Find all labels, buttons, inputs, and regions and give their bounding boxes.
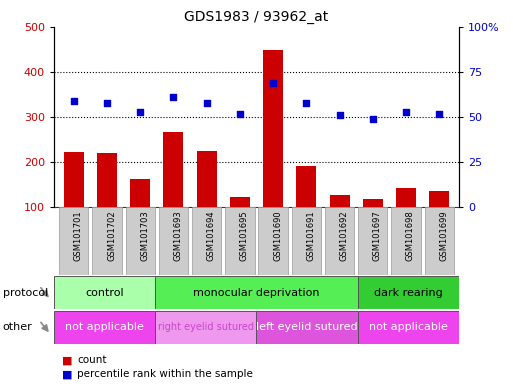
Text: monocular deprivation: monocular deprivation	[193, 288, 320, 298]
Text: ■: ■	[62, 355, 72, 365]
Bar	[358, 276, 459, 309]
Point	[236, 111, 244, 117]
Text: GSM101699: GSM101699	[439, 210, 448, 261]
Text: GSM101703: GSM101703	[140, 210, 149, 261]
Bar	[329, 195, 349, 253]
Text: dark rearing: dark rearing	[374, 288, 443, 298]
Point	[435, 111, 443, 117]
Bar	[358, 311, 459, 344]
Text: other: other	[3, 322, 32, 333]
Point	[136, 109, 144, 115]
Text: right eyelid sutured: right eyelid sutured	[158, 322, 254, 333]
Bar	[155, 311, 256, 344]
Text: GSM101695: GSM101695	[240, 210, 249, 261]
Text: GSM101690: GSM101690	[273, 210, 282, 261]
Point	[203, 99, 211, 106]
Bar	[425, 207, 454, 275]
Bar	[159, 207, 188, 275]
Bar	[225, 207, 254, 275]
Bar	[391, 207, 421, 275]
Bar	[155, 276, 358, 309]
Text: percentile rank within the sample: percentile rank within the sample	[77, 369, 253, 379]
Bar	[256, 311, 358, 344]
Bar	[363, 199, 383, 253]
Bar	[64, 152, 84, 253]
Bar	[54, 276, 155, 309]
Bar	[97, 153, 117, 253]
Bar	[164, 132, 184, 253]
Text: GSM101692: GSM101692	[340, 210, 348, 261]
Text: not applicable: not applicable	[369, 322, 448, 333]
Bar	[429, 191, 449, 253]
Bar	[396, 189, 416, 253]
Bar	[54, 311, 155, 344]
Point	[169, 94, 177, 100]
Text: GDS1983 / 93962_at: GDS1983 / 93962_at	[184, 10, 329, 24]
Bar	[292, 207, 321, 275]
Text: protocol: protocol	[3, 288, 48, 298]
Bar	[92, 207, 122, 275]
Bar	[297, 166, 317, 253]
Point	[302, 99, 310, 106]
Bar	[59, 207, 88, 275]
Text: GSM101697: GSM101697	[373, 210, 382, 261]
Point	[369, 116, 377, 122]
Text: left eyelid sutured: left eyelid sutured	[256, 322, 358, 333]
Point	[269, 80, 277, 86]
Bar	[196, 151, 216, 253]
Bar	[192, 207, 221, 275]
Bar	[259, 207, 288, 275]
Bar	[126, 207, 155, 275]
Text: count: count	[77, 355, 107, 365]
Text: control: control	[85, 288, 124, 298]
Text: GSM101702: GSM101702	[107, 210, 116, 261]
Text: GSM101693: GSM101693	[173, 210, 183, 261]
Bar	[263, 50, 283, 253]
Point	[336, 112, 344, 118]
Text: GSM101698: GSM101698	[406, 210, 415, 261]
Point	[70, 98, 78, 104]
Bar	[358, 207, 387, 275]
Text: ■: ■	[62, 369, 72, 379]
Text: not applicable: not applicable	[65, 322, 144, 333]
Text: GSM101701: GSM101701	[74, 210, 83, 261]
Bar	[130, 179, 150, 253]
Text: GSM101691: GSM101691	[306, 210, 315, 261]
Bar	[325, 207, 354, 275]
Bar	[230, 197, 250, 253]
Text: GSM101694: GSM101694	[207, 210, 215, 261]
Point	[103, 99, 111, 106]
Point	[402, 109, 410, 115]
